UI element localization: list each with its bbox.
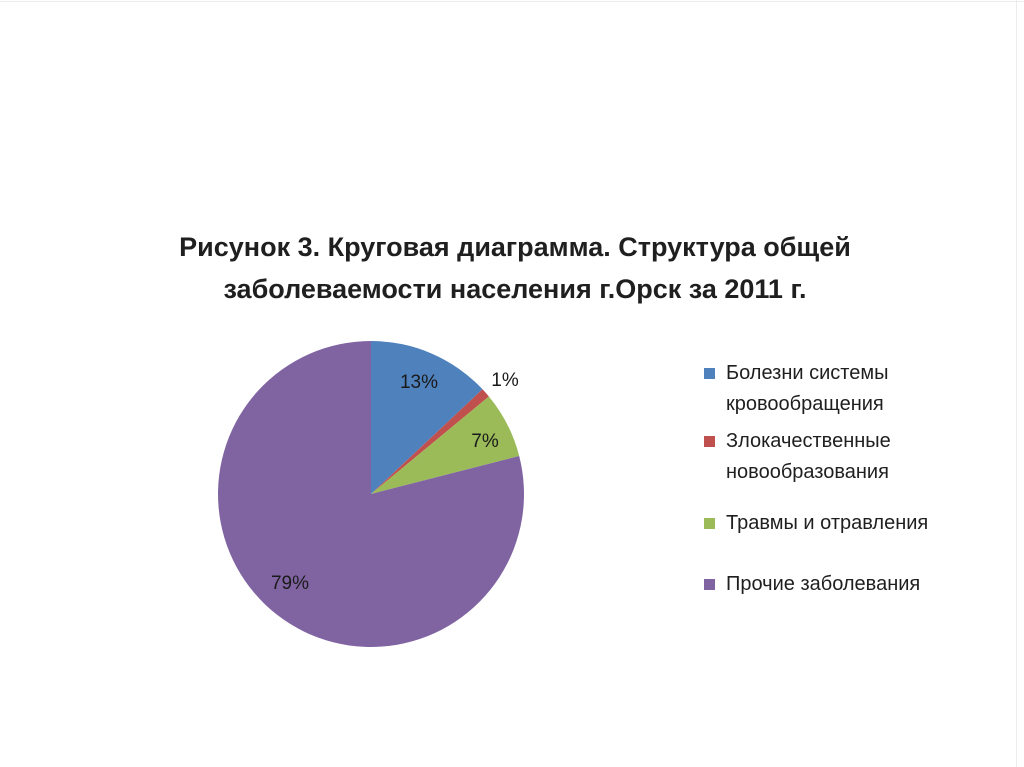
chart-title-line-1: Рисунок 3. Круговая диаграмма. Структура… [179, 232, 851, 262]
chart-title-line-2: заболеваемости населения г.Орск за 2011 … [223, 274, 807, 304]
legend-label-circulatory-line-1: Болезни системы [726, 362, 889, 384]
top-border-line [0, 1, 1024, 2]
legend: Болезни системы кровообращения Злокачест… [700, 358, 1000, 606]
legend-item-neoplasms: Злокачественные новообразования [700, 426, 1000, 488]
pie-label-other: 79% [271, 573, 309, 594]
legend-label-neoplasms-line-1: Злокачественные [726, 430, 891, 452]
legend-item-other: Прочие заболевания [700, 569, 1000, 600]
legend-swatch-circulatory [704, 368, 715, 379]
legend-label-circulatory-line-2: кровообращения [726, 393, 884, 415]
pie-slice-other [217, 341, 524, 648]
chart-title: Рисунок 3. Круговая диаграмма. Структура… [130, 226, 900, 310]
legend-swatch-neoplasms [704, 436, 715, 447]
legend-label-neoplasms-line-2: новообразования [726, 461, 889, 483]
pie-slices [217, 341, 524, 648]
legend-swatch-injuries [704, 518, 715, 529]
right-border-line [1016, 0, 1017, 767]
pie-label-circulatory: 13% [400, 372, 438, 393]
legend-label-other: Прочие заболевания [726, 573, 921, 595]
pie-labels: 13% 1% 7% 79% [271, 370, 519, 594]
legend-item-injuries: Травмы и отравления [700, 508, 1000, 539]
pie-label-injuries: 7% [471, 431, 499, 452]
pie-label-neoplasms: 1% [491, 370, 519, 391]
pie-slice-injuries [371, 396, 520, 494]
pie-slice-circulatory [371, 341, 483, 494]
legend-label-injuries: Травмы и отравления [726, 512, 929, 534]
legend-swatch-other [704, 579, 715, 590]
legend-item-circulatory: Болезни системы кровообращения [700, 358, 1000, 420]
pie-slice-neoplasms [371, 389, 489, 494]
